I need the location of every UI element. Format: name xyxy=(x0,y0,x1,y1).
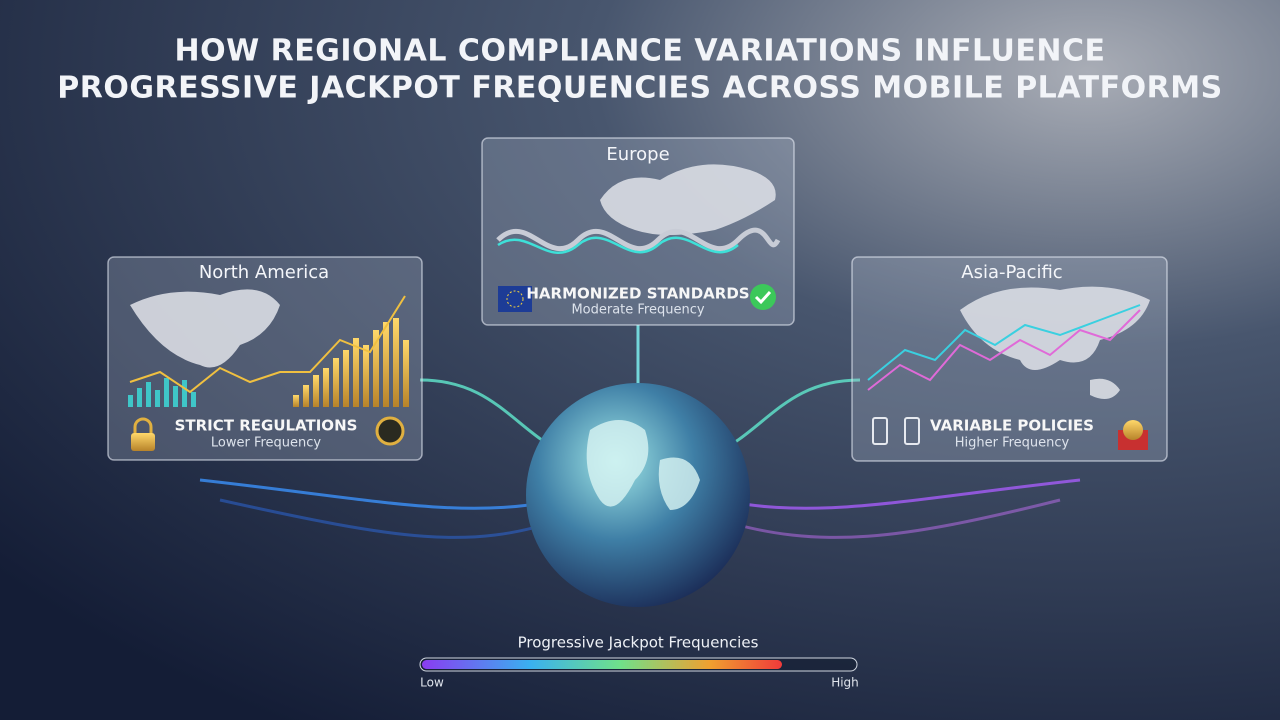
card-north-america: North America STRICT REGULATIONS Lower F… xyxy=(107,256,423,461)
seal-icon xyxy=(375,416,405,446)
title: PROGRESSIVE JACKPOT FREQUENCIES ACROSS M… xyxy=(57,71,1222,106)
legend-low: Low xyxy=(420,676,444,690)
bars-gold xyxy=(293,318,409,407)
wave xyxy=(497,236,739,254)
check-icon xyxy=(750,284,776,310)
title: HOW REGIONAL COMPLIANCE VARIATIONS INFLU… xyxy=(175,34,1106,69)
bars-teal xyxy=(128,378,196,407)
trend-line xyxy=(867,309,1141,391)
legend: Progressive Jackpot Frequencies Low High xyxy=(419,634,859,690)
trend-line xyxy=(867,304,1141,381)
globe-land xyxy=(586,420,700,510)
card-subheading: Moderate Frequency xyxy=(571,303,704,318)
legend-gradient xyxy=(422,660,782,669)
trend-line xyxy=(129,295,406,394)
map xyxy=(960,286,1150,399)
card-subheading: Higher Frequency xyxy=(955,436,1070,451)
card-asia-pacific: Asia-Pacific VARIABLE POLICIES Higher Fr… xyxy=(851,256,1168,462)
phone-icon xyxy=(872,417,888,445)
card-heading: VARIABLE POLICIES xyxy=(930,417,1094,435)
map xyxy=(130,289,280,368)
globe xyxy=(526,383,750,607)
card-heading: STRICT REGULATIONS xyxy=(175,417,358,435)
map xyxy=(600,164,776,235)
card-subheading: Lower Frequency xyxy=(211,436,322,451)
eu-stars xyxy=(506,290,524,308)
card-europe: Europe HARMONIZED STANDARDS Moderate Fre… xyxy=(481,137,795,326)
phone-icon xyxy=(904,417,920,445)
wave xyxy=(496,227,781,252)
region-name: Asia-Pacific xyxy=(961,262,1062,283)
region-name: Europe xyxy=(606,144,669,165)
check-mark xyxy=(754,290,772,305)
card-heading: HARMONIZED STANDARDS xyxy=(526,285,749,303)
medal-icon xyxy=(1123,420,1143,440)
lock-icon xyxy=(131,417,155,451)
legend-title: Progressive Jackpot Frequencies xyxy=(518,634,759,652)
eu-flag xyxy=(498,286,532,312)
region-name: North America xyxy=(199,262,329,283)
legend-high: High xyxy=(831,676,859,690)
